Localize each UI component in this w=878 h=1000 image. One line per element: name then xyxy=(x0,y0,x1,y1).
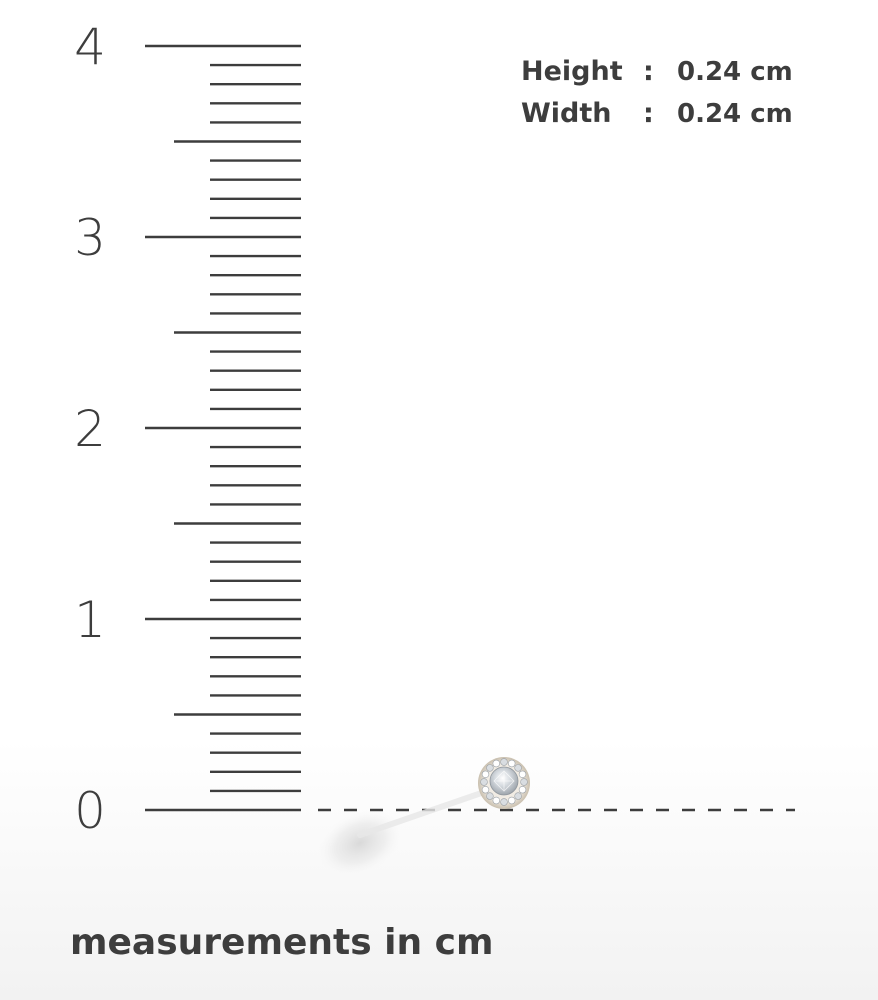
width-colon: : xyxy=(643,98,654,129)
ruler-label-2: 2 xyxy=(74,400,106,458)
halo-stone xyxy=(492,759,500,768)
height-label: Height xyxy=(521,56,623,87)
ruler-label-3: 3 xyxy=(74,209,106,267)
ruler-label-0: 0 xyxy=(74,782,106,840)
width-row: Width : 0.24 cm xyxy=(521,98,793,140)
halo-stone xyxy=(486,792,494,800)
height-colon: : xyxy=(643,56,654,87)
halo-stone xyxy=(492,796,500,805)
halo-stone xyxy=(514,792,522,800)
halo-stone xyxy=(514,764,522,772)
earring-post xyxy=(357,787,493,838)
halo-stone xyxy=(500,798,508,806)
halo-stone xyxy=(486,764,494,772)
halo-stone xyxy=(481,770,490,778)
halo-stone xyxy=(480,778,488,786)
measurements-caption: measurements in cm xyxy=(70,922,494,963)
height-value: 0.24 cm xyxy=(677,57,793,87)
height-row: Height : 0.24 cm xyxy=(521,56,793,98)
halo-stone xyxy=(518,770,527,778)
halo-stone xyxy=(508,796,516,805)
width-value: 0.24 cm xyxy=(677,99,793,129)
ruler-label-4: 4 xyxy=(74,18,106,76)
halo-stone xyxy=(481,785,490,794)
ruler-labels: 0 1 2 3 4 xyxy=(74,18,106,840)
halo-stone xyxy=(500,758,508,766)
halo-stone xyxy=(518,785,527,794)
halo-stone xyxy=(520,778,528,786)
ruler-label-1: 1 xyxy=(74,591,106,649)
dimensions-panel: Height : 0.24 cm Width : 0.24 cm xyxy=(521,56,793,140)
center-stone-facets xyxy=(493,770,515,792)
earring-product-image xyxy=(318,757,530,876)
ruler-ticks xyxy=(145,44,301,812)
width-label: Width xyxy=(521,98,612,129)
halo-stone xyxy=(508,759,516,768)
halo-stones xyxy=(480,758,528,806)
